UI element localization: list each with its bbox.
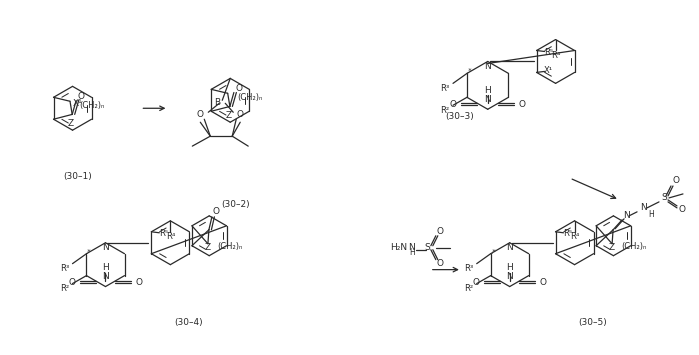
Text: R⁵: R⁵	[563, 229, 572, 238]
Text: (CH₂)ₙ: (CH₂)ₙ	[79, 101, 105, 110]
Text: (30–1): (30–1)	[63, 171, 92, 180]
Text: R⁵: R⁵	[544, 48, 553, 57]
Text: R⁵: R⁵	[159, 229, 168, 238]
Text: N: N	[506, 272, 513, 281]
Text: R³: R³	[464, 264, 473, 273]
Text: .*: .*	[466, 69, 472, 75]
Text: R³: R³	[60, 264, 69, 273]
Text: S: S	[661, 193, 667, 202]
Text: R⁴: R⁴	[570, 232, 579, 241]
Text: R⁴: R⁴	[551, 51, 561, 60]
Text: (CH₂)ₙ: (CH₂)ₙ	[237, 93, 262, 102]
Text: (CH₂)ₙ: (CH₂)ₙ	[621, 242, 647, 251]
Text: R³: R³	[440, 84, 449, 93]
Text: O: O	[540, 278, 547, 286]
Text: O: O	[136, 278, 143, 286]
Text: (CH₂)ₙ: (CH₂)ₙ	[217, 242, 243, 251]
Text: X¹: X¹	[544, 66, 553, 75]
Text: Z: Z	[608, 243, 614, 252]
Text: O: O	[78, 92, 85, 101]
Text: N: N	[623, 211, 630, 220]
Text: H₂N: H₂N	[390, 243, 407, 252]
Text: N: N	[484, 95, 491, 104]
Text: (30–4): (30–4)	[174, 318, 203, 327]
Text: O: O	[436, 259, 443, 268]
Text: O: O	[237, 110, 244, 119]
Text: O: O	[672, 176, 679, 185]
Text: O: O	[197, 110, 204, 119]
Text: O: O	[69, 278, 75, 286]
Text: X¹: X¹	[73, 99, 82, 108]
Text: (30–5): (30–5)	[578, 318, 607, 327]
Text: O: O	[679, 206, 686, 214]
Text: O: O	[473, 278, 480, 286]
Text: R²: R²	[440, 106, 449, 115]
Text: N: N	[102, 272, 109, 281]
Text: N: N	[484, 62, 491, 71]
Text: N: N	[102, 243, 109, 252]
Text: O: O	[236, 84, 243, 93]
Text: R⁴: R⁴	[166, 232, 175, 241]
Text: O: O	[450, 100, 457, 109]
Text: .*: .*	[86, 249, 92, 255]
Text: R²: R²	[60, 284, 69, 293]
Text: Z: Z	[68, 119, 73, 128]
Text: H: H	[648, 211, 654, 219]
Text: (30–3): (30–3)	[445, 112, 474, 121]
Text: .*: .*	[490, 249, 496, 255]
Text: (30–2): (30–2)	[221, 200, 250, 209]
Text: H: H	[506, 263, 513, 272]
Text: O: O	[212, 207, 219, 216]
Text: O: O	[436, 227, 443, 236]
Text: Z: Z	[204, 243, 210, 252]
Text: O: O	[519, 100, 526, 109]
Text: Z: Z	[225, 111, 231, 120]
Text: N: N	[640, 203, 647, 212]
Text: H: H	[484, 86, 491, 95]
Text: N: N	[408, 243, 415, 252]
Text: N: N	[506, 243, 513, 252]
Text: R²: R²	[464, 284, 473, 293]
Text: H: H	[409, 248, 415, 257]
Text: B: B	[214, 98, 220, 107]
Text: S: S	[424, 243, 430, 252]
Text: H: H	[102, 263, 109, 272]
